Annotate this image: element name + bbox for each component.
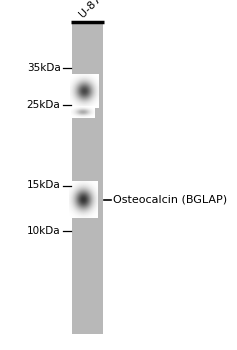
Text: 10kDa: 10kDa [27, 226, 60, 236]
Text: 35kDa: 35kDa [27, 63, 60, 73]
Bar [72, 23, 103, 334]
Text: 25kDa: 25kDa [27, 100, 60, 110]
Text: Osteocalcin (BGLAP): Osteocalcin (BGLAP) [113, 195, 227, 204]
Text: U-87MG: U-87MG [77, 0, 116, 19]
Text: 15kDa: 15kDa [27, 181, 60, 190]
